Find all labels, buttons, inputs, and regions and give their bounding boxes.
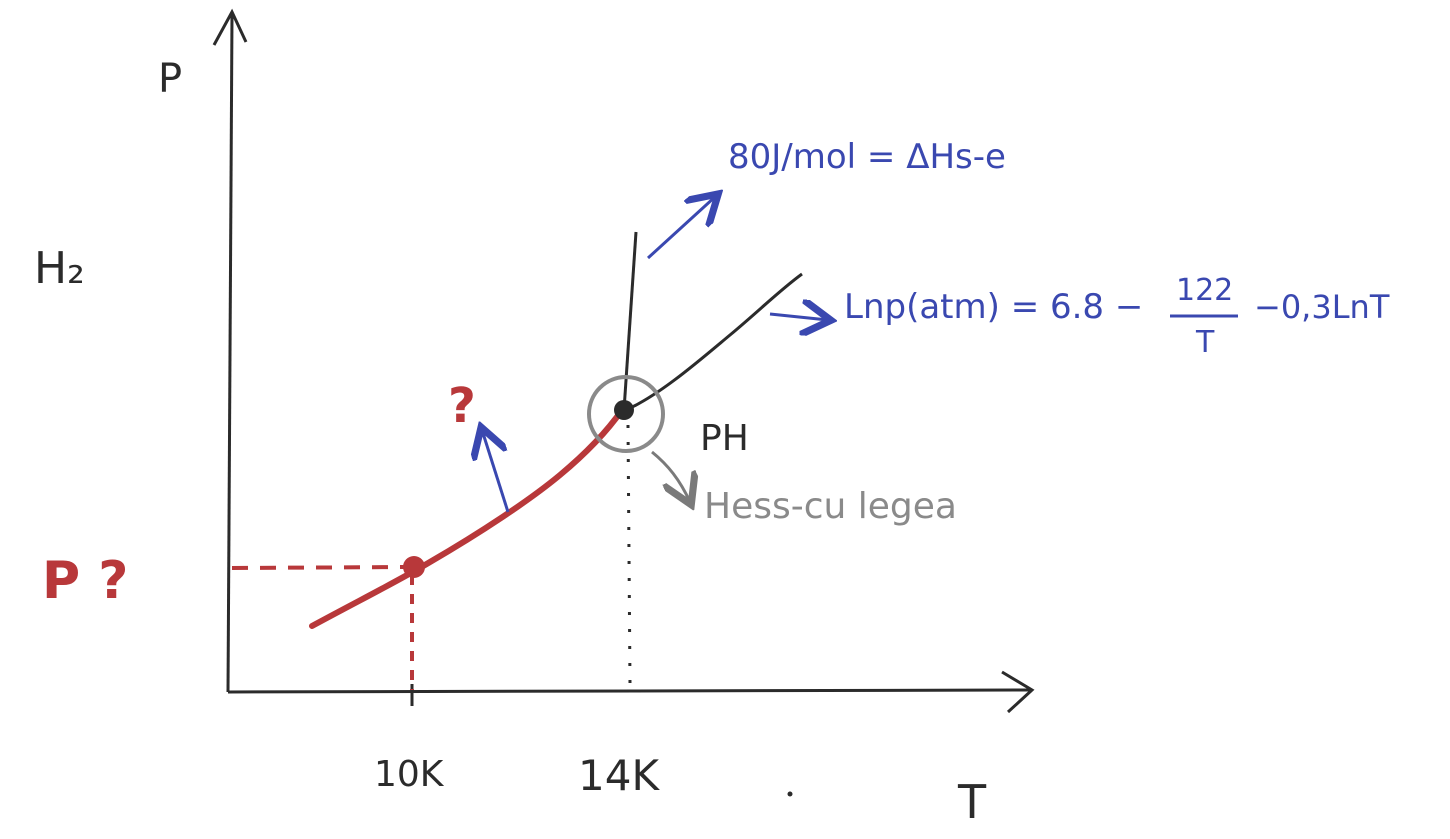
enthalpy-arrow: [646, 196, 716, 260]
x-tick-label-14k: 14K: [578, 751, 660, 800]
pressure-equation-denominator: T: [1195, 325, 1215, 360]
sublimation-curve: [309, 407, 625, 629]
enthalpy-label: 80J/mol = ΔHs-e: [728, 137, 1006, 177]
y-axis-arrowhead: [212, 8, 248, 46]
point-label-arrow: [651, 450, 690, 502]
dashed-pressure-line: [231, 565, 411, 570]
x-axis-label: T: [957, 775, 987, 829]
substance-label: H₂: [34, 243, 85, 294]
stray-mark: [787, 791, 793, 797]
point-explanation-label: Hess-cu legea: [704, 486, 957, 527]
triple-point: [614, 400, 634, 420]
unknown-pressure-label: P ?: [42, 551, 128, 611]
x-axis: [227, 688, 1031, 694]
x-tick-label-10k: 10K: [374, 754, 445, 795]
dotted-14k-line: [626, 424, 632, 685]
curve-question-arrow: [482, 430, 510, 513]
point-10k: [403, 556, 425, 578]
equation-arrow: [769, 314, 828, 320]
pressure-equation-numerator: 122: [1176, 273, 1233, 308]
pressure-equation-left: Lnp(atm) = 6.8 −: [844, 287, 1143, 327]
curve-question-mark: ?: [448, 378, 476, 434]
pressure-equation-right: −0,3LnT: [1254, 288, 1390, 326]
melting-curve: [622, 231, 638, 411]
triple-point-ring: [587, 375, 665, 453]
triple-point-label: PH: [700, 418, 749, 459]
x-axis-arrowhead: [1001, 670, 1035, 714]
y-axis-label: P: [158, 56, 182, 102]
y-axis: [226, 14, 234, 693]
